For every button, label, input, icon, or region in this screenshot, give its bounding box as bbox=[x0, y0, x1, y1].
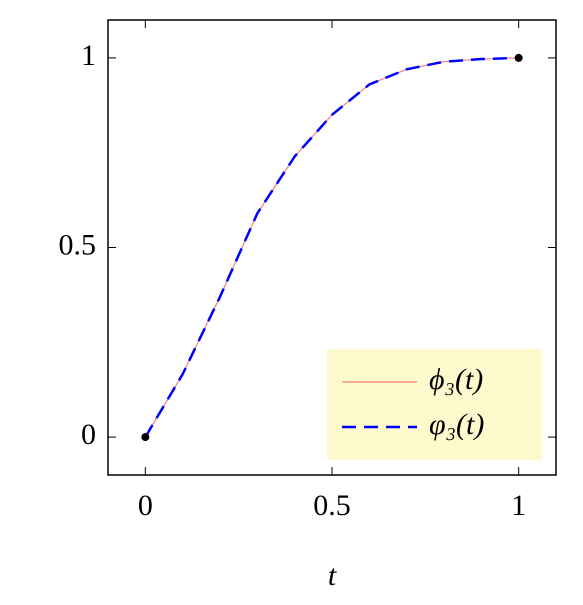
legend-box bbox=[327, 349, 542, 460]
legend-label: φ₃(t) bbox=[429, 408, 484, 441]
y-tick-label: 0 bbox=[81, 418, 96, 451]
y-tick-label: 1 bbox=[81, 39, 96, 72]
endpoint-marker bbox=[141, 433, 150, 442]
legend-label: ϕ₃(t) bbox=[429, 363, 483, 396]
x-axis-label: t bbox=[328, 559, 337, 592]
line-series bbox=[144, 56, 519, 438]
x-tick-label: 0.5 bbox=[313, 489, 351, 522]
x-tick-label: 0 bbox=[138, 489, 153, 522]
y-tick-label: 0.5 bbox=[59, 228, 97, 261]
x-tick-label: 1 bbox=[511, 489, 526, 522]
endpoint-marker bbox=[514, 53, 523, 62]
